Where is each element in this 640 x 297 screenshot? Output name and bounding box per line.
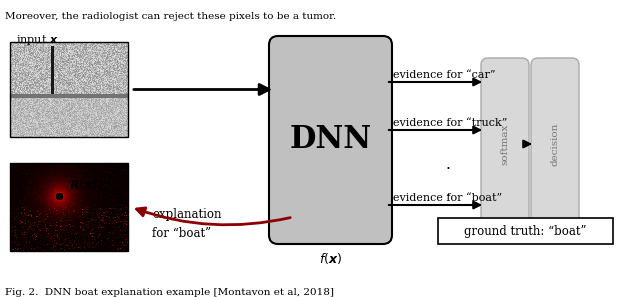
Text: ground truth: “boat”: ground truth: “boat”	[464, 225, 587, 238]
Text: Moreover, the radiologist can reject these pixels to be a tumor.: Moreover, the radiologist can reject the…	[5, 12, 336, 21]
Text: decision: decision	[550, 122, 559, 166]
FancyBboxPatch shape	[531, 58, 579, 230]
FancyBboxPatch shape	[438, 218, 613, 244]
Text: softmax: softmax	[500, 123, 509, 165]
Text: explanation
for “boat”: explanation for “boat”	[152, 208, 221, 240]
Text: evidence for “car”: evidence for “car”	[393, 70, 495, 80]
Text: DNN: DNN	[289, 124, 372, 156]
Text: evidence for “boat”: evidence for “boat”	[393, 193, 502, 203]
Text: Fig. 2.  DNN boat explanation example [Montavon et al, 2018]: Fig. 2. DNN boat explanation example [Mo…	[5, 288, 334, 297]
FancyBboxPatch shape	[481, 58, 529, 230]
Text: evidence for “truck”: evidence for “truck”	[393, 118, 508, 128]
Text: $f(\boldsymbol{x})$: $f(\boldsymbol{x})$	[319, 251, 342, 266]
Text: input $\boldsymbol{x}$: input $\boldsymbol{x}$	[16, 33, 58, 47]
Text: $\boldsymbol{R}(\boldsymbol{x})$: $\boldsymbol{R}(\boldsymbol{x})$	[69, 177, 97, 192]
FancyBboxPatch shape	[269, 36, 392, 244]
Text: ·
·: · ·	[445, 162, 451, 204]
